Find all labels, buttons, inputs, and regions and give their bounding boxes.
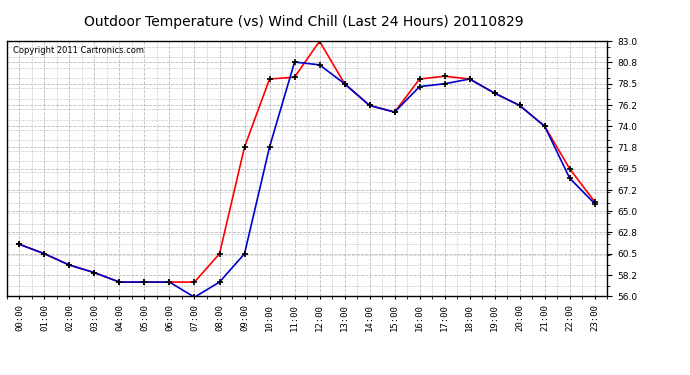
Text: Copyright 2011 Cartronics.com: Copyright 2011 Cartronics.com [13, 46, 144, 56]
Text: Outdoor Temperature (vs) Wind Chill (Last 24 Hours) 20110829: Outdoor Temperature (vs) Wind Chill (Las… [83, 15, 524, 29]
